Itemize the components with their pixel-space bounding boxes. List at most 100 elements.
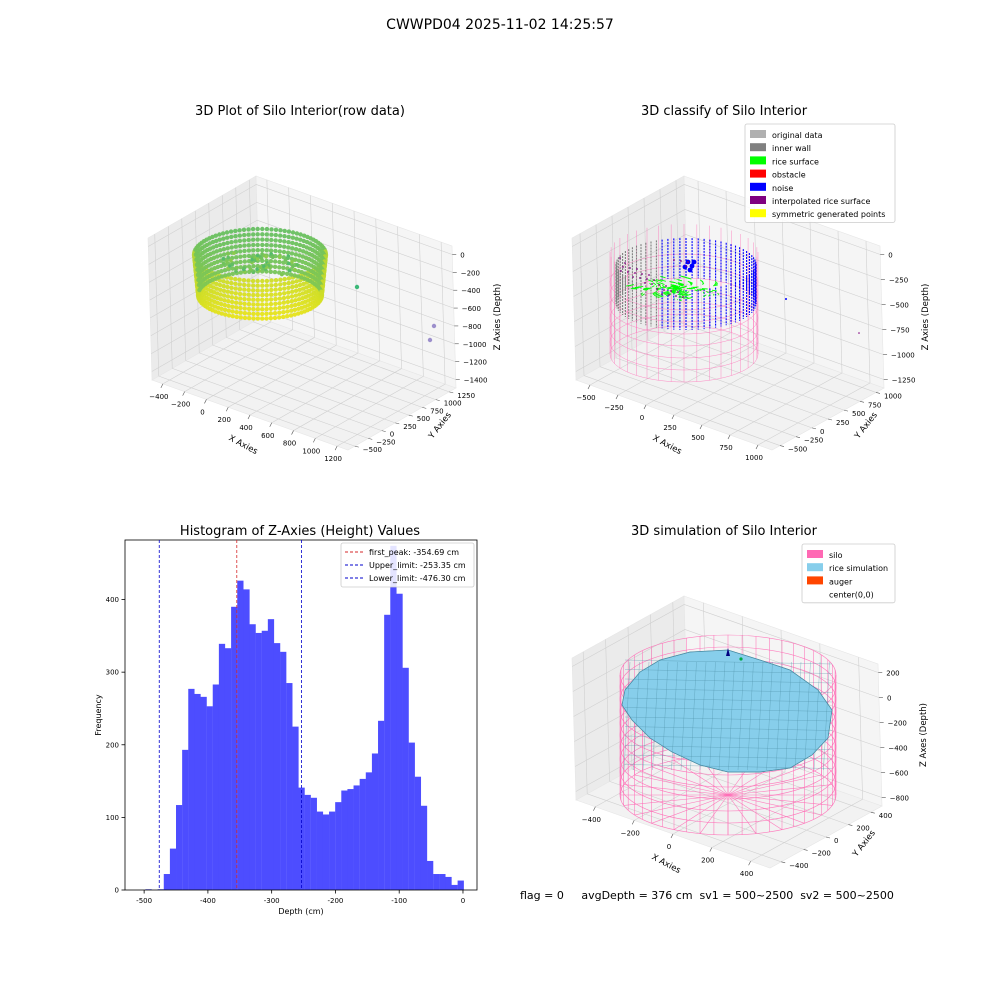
raw-point: [277, 259, 282, 265]
histogram-bar: [304, 794, 311, 890]
raw-point: [218, 248, 223, 253]
y-tick-label: −200: [812, 849, 831, 857]
raw-point: [251, 232, 256, 237]
raw-point: [246, 278, 251, 283]
legend-box: [744, 123, 896, 223]
y-tick-label: −250: [804, 437, 823, 445]
x-tick-label: 1200: [324, 455, 342, 463]
rice-surface-point: [659, 279, 667, 282]
raw-point: [293, 268, 297, 272]
raw-point: [289, 256, 294, 261]
legend-label: symmetric generated points: [772, 210, 885, 219]
raw-point: [218, 297, 224, 302]
raw-point: [297, 292, 302, 297]
x-tick: [671, 414, 675, 420]
interpolated-point: [663, 289, 665, 291]
raw-point: [270, 255, 275, 260]
x-tick: [755, 444, 759, 450]
raw-point: [246, 283, 251, 288]
raw-point: [296, 306, 301, 311]
noise-point: [691, 259, 697, 265]
raw-point: [258, 265, 263, 270]
raw-point: [233, 244, 238, 249]
raw-point: [222, 302, 227, 308]
raw-point: [272, 269, 278, 275]
x-tick-label: −400: [149, 393, 168, 401]
rice-surface-point: [692, 286, 699, 288]
interpolated-point: [627, 271, 629, 273]
y-tick-label: 0: [820, 428, 824, 436]
rice-surface-point: [659, 286, 665, 289]
y-tick-label: 500: [852, 410, 865, 418]
raw-point: [268, 301, 274, 307]
y-tick-label: 250: [403, 423, 416, 431]
x-tick-label: -300: [264, 897, 280, 905]
interpolated-point: [636, 268, 638, 270]
x-tick-label: −250: [604, 404, 623, 412]
raw-point-cloud: [191, 226, 437, 343]
raw-point: [221, 236, 226, 241]
x-tick: [269, 422, 273, 427]
histogram-bar: [243, 589, 250, 890]
raw-point: [264, 288, 269, 293]
raw-point: [242, 248, 247, 254]
raw-point: [292, 312, 297, 317]
raw-point: [293, 293, 298, 298]
histogram-bar: [457, 880, 464, 890]
legend-label: noise: [772, 184, 793, 193]
rice-surface-point: [680, 275, 684, 278]
histogram-bar: [322, 814, 330, 890]
x-tick-label: -100: [391, 897, 407, 905]
raw-point: [210, 239, 216, 245]
rice-surface-point: [659, 285, 662, 288]
raw-point: [248, 267, 253, 271]
raw-point: [291, 264, 295, 269]
interpolated-point: [687, 261, 689, 263]
x-tick-label: 200: [218, 416, 231, 424]
raw-point: [238, 259, 243, 265]
simulation-3d-plot: −400−2000200400−400−20002004002000−200−4…: [571, 543, 929, 878]
depth-histogram: -500 -400 -300 -200 -100 0 0 100 200 300 400 Depth …: [94, 539, 478, 916]
raw-point: [264, 248, 269, 253]
rice-surface-point: [626, 284, 631, 287]
histogram-bar: [390, 545, 397, 890]
raw-point: [255, 278, 260, 284]
raw-point: [223, 312, 228, 317]
legend-label: silo: [829, 551, 843, 560]
raw-point: [299, 305, 304, 310]
histogram-bar: [267, 619, 275, 890]
raw-point: [273, 278, 279, 283]
legend-label: obstacle: [772, 171, 806, 180]
raw-point: [255, 302, 260, 307]
y-tick-label: 1000: [444, 400, 462, 408]
histogram-bar: [433, 874, 440, 890]
y-tick-label: 250: [836, 419, 849, 427]
raw-point: [273, 296, 278, 302]
raw-point: [268, 269, 273, 274]
raw-point: [224, 230, 230, 235]
x-tick-label: -500: [136, 897, 152, 905]
x-tick-label: −200: [621, 829, 640, 837]
raw-point: [264, 311, 269, 316]
interpolated-point: [656, 288, 658, 290]
x-tick-label: 500: [691, 434, 704, 442]
raw-point: [286, 240, 291, 245]
raw-point: [282, 244, 287, 249]
rice-surface-point: [687, 280, 693, 284]
x-tick: [313, 438, 316, 443]
raw-point: [278, 282, 283, 287]
raw-point: [255, 307, 260, 312]
x-tick-label: -200: [327, 897, 343, 905]
raw-point: [230, 262, 235, 267]
histogram-bar: [188, 688, 195, 890]
histogram-bar: [273, 643, 281, 890]
histogram-bar: [249, 624, 256, 890]
z-tick-label: −800: [890, 794, 909, 802]
raw-point: [222, 298, 227, 303]
raw-point: [281, 249, 287, 255]
rice-surface-point: [678, 283, 684, 287]
interpolated-point: [680, 260, 682, 262]
interpolated-point: [619, 257, 621, 259]
raw-point: [282, 291, 287, 296]
y-tick: [408, 414, 413, 417]
